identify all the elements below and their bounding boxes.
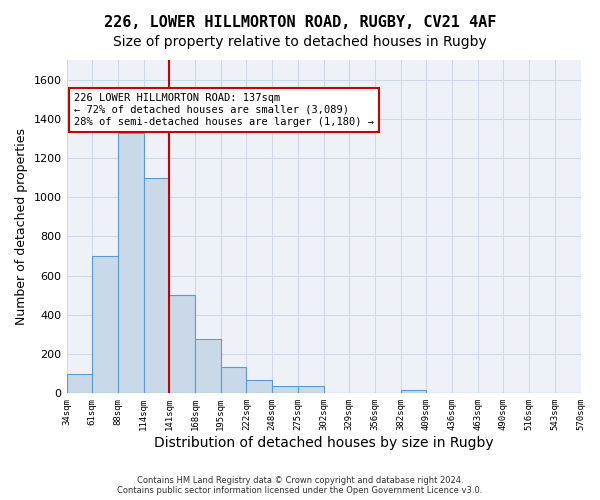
Bar — [143, 178, 169, 394]
X-axis label: Distribution of detached houses by size in Rugby: Distribution of detached houses by size … — [154, 436, 493, 450]
Bar — [298, 386, 323, 394]
Bar — [118, 132, 143, 394]
Text: 226 LOWER HILLMORTON ROAD: 137sqm
← 72% of detached houses are smaller (3,089)
2: 226 LOWER HILLMORTON ROAD: 137sqm ← 72% … — [74, 94, 374, 126]
Bar — [401, 390, 427, 394]
Bar — [221, 367, 247, 394]
Bar — [92, 256, 118, 394]
Bar — [247, 380, 272, 394]
Text: 226, LOWER HILLMORTON ROAD, RUGBY, CV21 4AF: 226, LOWER HILLMORTON ROAD, RUGBY, CV21 … — [104, 15, 496, 30]
Bar — [169, 296, 195, 394]
Bar — [67, 374, 92, 394]
Text: Contains HM Land Registry data © Crown copyright and database right 2024.
Contai: Contains HM Land Registry data © Crown c… — [118, 476, 482, 495]
Bar — [195, 340, 221, 394]
Bar — [272, 386, 298, 394]
Y-axis label: Number of detached properties: Number of detached properties — [15, 128, 28, 325]
Text: Size of property relative to detached houses in Rugby: Size of property relative to detached ho… — [113, 35, 487, 49]
